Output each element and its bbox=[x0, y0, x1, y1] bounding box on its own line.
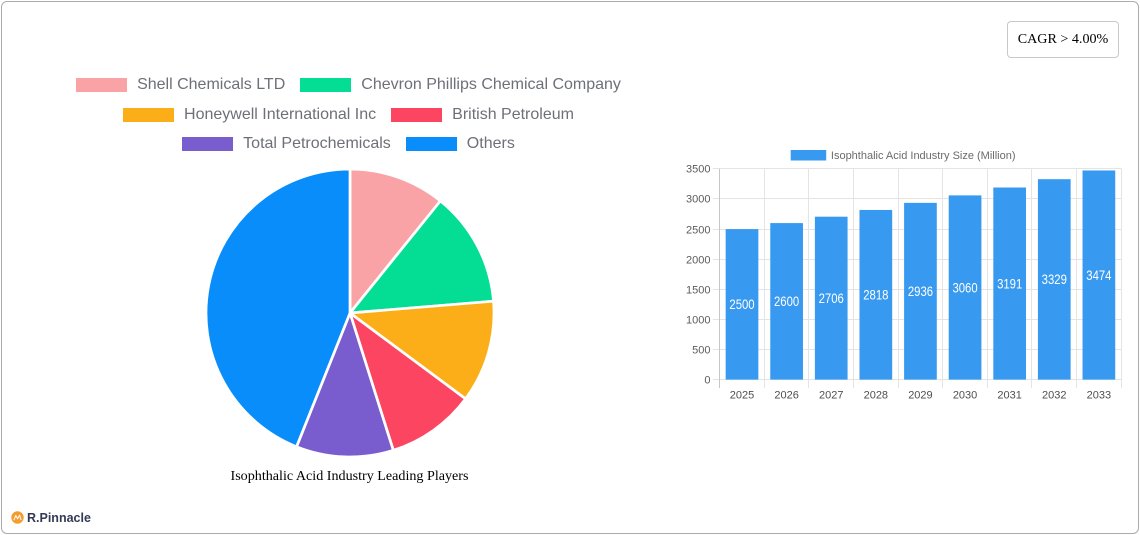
svg-text:2029: 2029 bbox=[908, 390, 932, 402]
svg-text:500: 500 bbox=[692, 345, 710, 357]
svg-text:2026: 2026 bbox=[774, 390, 798, 402]
svg-text:2030: 2030 bbox=[953, 390, 977, 402]
svg-text:2500: 2500 bbox=[729, 297, 754, 312]
svg-text:3000: 3000 bbox=[686, 194, 710, 206]
svg-text:2032: 2032 bbox=[1042, 390, 1066, 402]
svg-text:2025: 2025 bbox=[730, 390, 754, 402]
svg-text:3329: 3329 bbox=[1042, 272, 1067, 287]
svg-text:2706: 2706 bbox=[819, 291, 844, 306]
svg-text:2027: 2027 bbox=[819, 390, 843, 402]
svg-text:2031: 2031 bbox=[997, 390, 1021, 402]
svg-text:2028: 2028 bbox=[864, 390, 888, 402]
svg-text:2000: 2000 bbox=[686, 255, 710, 267]
svg-text:3500: 3500 bbox=[686, 164, 710, 176]
svg-text:3474: 3474 bbox=[1086, 268, 1112, 283]
svg-text:2818: 2818 bbox=[863, 288, 888, 303]
svg-text:1000: 1000 bbox=[686, 315, 710, 327]
svg-text:3060: 3060 bbox=[952, 280, 977, 295]
svg-text:2033: 2033 bbox=[1087, 390, 1111, 402]
svg-text:0: 0 bbox=[704, 375, 710, 387]
svg-text:2936: 2936 bbox=[908, 284, 933, 299]
svg-text:2500: 2500 bbox=[686, 225, 710, 237]
svg-text:2600: 2600 bbox=[774, 294, 799, 309]
svg-text:3191: 3191 bbox=[997, 276, 1022, 291]
svg-text:1500: 1500 bbox=[686, 285, 710, 297]
svg-text:Isophthalic Acid Industry Size: Isophthalic Acid Industry Size (Million) bbox=[831, 150, 1016, 162]
